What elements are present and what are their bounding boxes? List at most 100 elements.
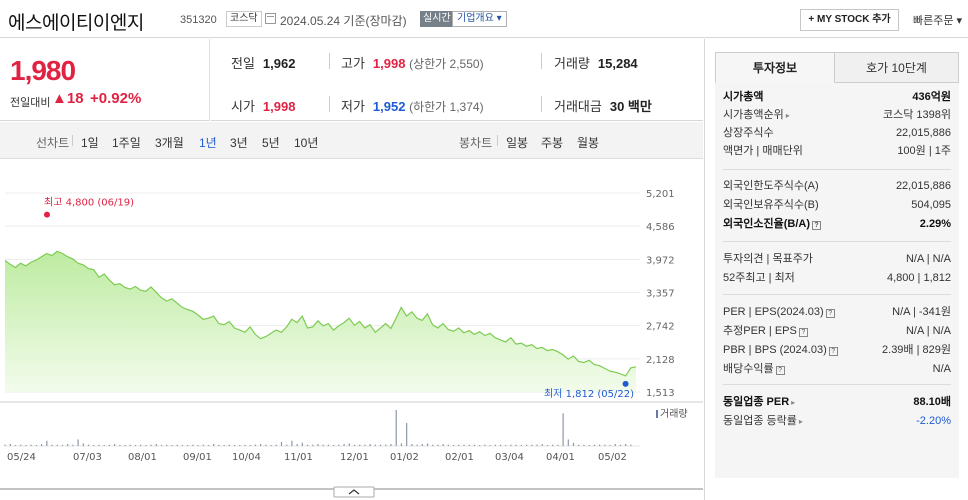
volume-bar [567,439,569,446]
info-value: 2.29% [919,218,951,230]
period-1y[interactable]: 1년 [199,136,217,150]
volume-bar [583,444,585,446]
help-icon[interactable]: ? [828,347,838,356]
volume-bar [546,445,549,446]
info-label: PBR | BPS (2024.03)? [723,342,838,359]
period-3y[interactable]: 3년 [230,136,248,150]
info-value: 코스닥 1398위 [882,109,951,121]
volume-bar [385,444,387,446]
info-row[interactable]: 배당수익률? N/A [723,361,951,378]
help-icon[interactable]: ? [775,366,785,375]
y-tick-label: 5,201 [646,189,675,200]
realtime-badge[interactable]: 실시간 [420,11,454,27]
volume-bar [20,444,22,446]
volume-bar [129,444,131,446]
info-row[interactable]: 동일업종 등락률 ▸ -2.20% [723,413,951,430]
candle-weekly[interactable]: 주봉 [541,136,564,150]
info-label: 투자의견 | 목표주가 [723,253,813,265]
low-price: 저가 1,952 (하한가 1,374) [341,99,484,114]
volume-bar [280,442,283,446]
info-row[interactable]: PBR | BPS (2024.03)? 2.39배 | 829원 [723,342,951,359]
candle-daily[interactable]: 일봉 [506,136,529,150]
volume-bar [30,444,32,446]
info-row[interactable]: 동일업종 PER ▸ 88.10배 [723,394,951,411]
volume-bar [270,445,272,446]
info-label: 상장주식수 [723,127,774,139]
volume-bar [176,444,178,446]
arrow-icon[interactable]: ▸ [785,111,790,120]
info-value: 22,015,886 [895,180,951,192]
collapse-button[interactable] [333,486,375,498]
volume-bar [343,444,345,446]
volume-bar [197,445,199,446]
high-marker [44,211,50,218]
volume-bar [77,439,79,446]
volume-bar [630,444,632,446]
info-value: 100원 | 1주 [897,145,951,157]
volume-bar [604,444,606,446]
volume-bar [56,444,58,446]
tab-order-book[interactable]: 호가 10단계 [835,52,959,83]
volume-bar [244,444,246,446]
help-icon[interactable]: ? [825,309,835,318]
period-1d[interactable]: 1일 [81,136,99,150]
volume-bar [364,444,366,446]
price-change: ▲18 [52,90,84,107]
volume-bar [260,444,262,446]
calendar-icon [265,13,276,24]
help-icon[interactable]: ? [812,221,821,230]
info-value: 4,800 | 1,812 [886,272,951,284]
volume-bar [207,445,210,446]
volume-bar [291,440,293,446]
volume-bar [520,445,522,446]
current-price-panel: 1,980 전일대비 ▲18 +0.92% [0,39,210,121]
x-tick-label: 09/01 [183,452,212,463]
volume-bar [108,444,110,446]
candle-monthly[interactable]: 월봉 [577,136,600,150]
info-label: 추정PER | EPS? [723,323,808,340]
period-3m[interactable]: 3개월 [155,136,184,150]
stock-code: 351320 [180,14,217,26]
volume-bar [306,444,309,446]
volume-bar [426,443,429,446]
volume-bar [14,445,17,446]
info-label: 외국인소진율(B/A)? [723,216,821,233]
info-row[interactable]: 시가총액순위 ▸ 코스닥 1398위 [723,107,951,124]
volume-legend-icon [656,410,658,418]
volume-bar [301,442,303,446]
info-row[interactable]: 추정PER | EPS? N/A | N/A [723,323,951,340]
arrow-icon[interactable]: ▸ [798,417,803,426]
y-tick-label: 2,742 [646,322,675,333]
add-mystock-button[interactable]: + MY STOCK 추가 [800,9,899,31]
volume-bar [202,444,204,446]
volume: 거래량 15,284 [554,56,638,71]
current-price: 1,980 [10,55,76,86]
period-10y[interactable]: 10년 [294,136,319,150]
volume-bar [473,444,476,446]
info-row[interactable]: PER | EPS(2024.03)? N/A | -341원 [723,304,951,321]
volume-bar [463,444,465,446]
info-value: 88.10배 [913,396,951,408]
company-overview-dropdown[interactable]: 기업개요 ▾ [452,11,507,27]
volume-bar [432,444,434,446]
volume-bar [265,444,267,446]
price-change-percent: +0.92% [90,90,142,107]
arrow-icon[interactable]: ▸ [791,398,796,407]
volume-bar [437,444,439,446]
info-label: 시가총액순위 ▸ [723,109,790,121]
quick-order-button[interactable]: 빠른주문 ▾ [913,15,963,27]
volume-bar [46,440,48,446]
volume-bar [239,445,241,446]
help-icon[interactable]: ? [798,328,808,337]
volume-bar [296,444,298,446]
volume-bar [160,445,163,446]
volume-bar [390,444,392,446]
period-1w[interactable]: 1주일 [112,136,141,150]
volume-bar [531,444,533,446]
info-row[interactable]: 외국인소진율(B/A)? 2.29% [723,216,951,233]
period-5y[interactable]: 5년 [262,136,280,150]
volume-bar [322,444,324,446]
tab-investment-info[interactable]: 투자정보 [715,52,835,83]
stock-name: 에스에이티이엔지 [8,13,144,34]
price-chart[interactable]: 5,201 4,586 3,972 3,357 2,742 2,128 1,513 최고 4,… [0,160,703,500]
